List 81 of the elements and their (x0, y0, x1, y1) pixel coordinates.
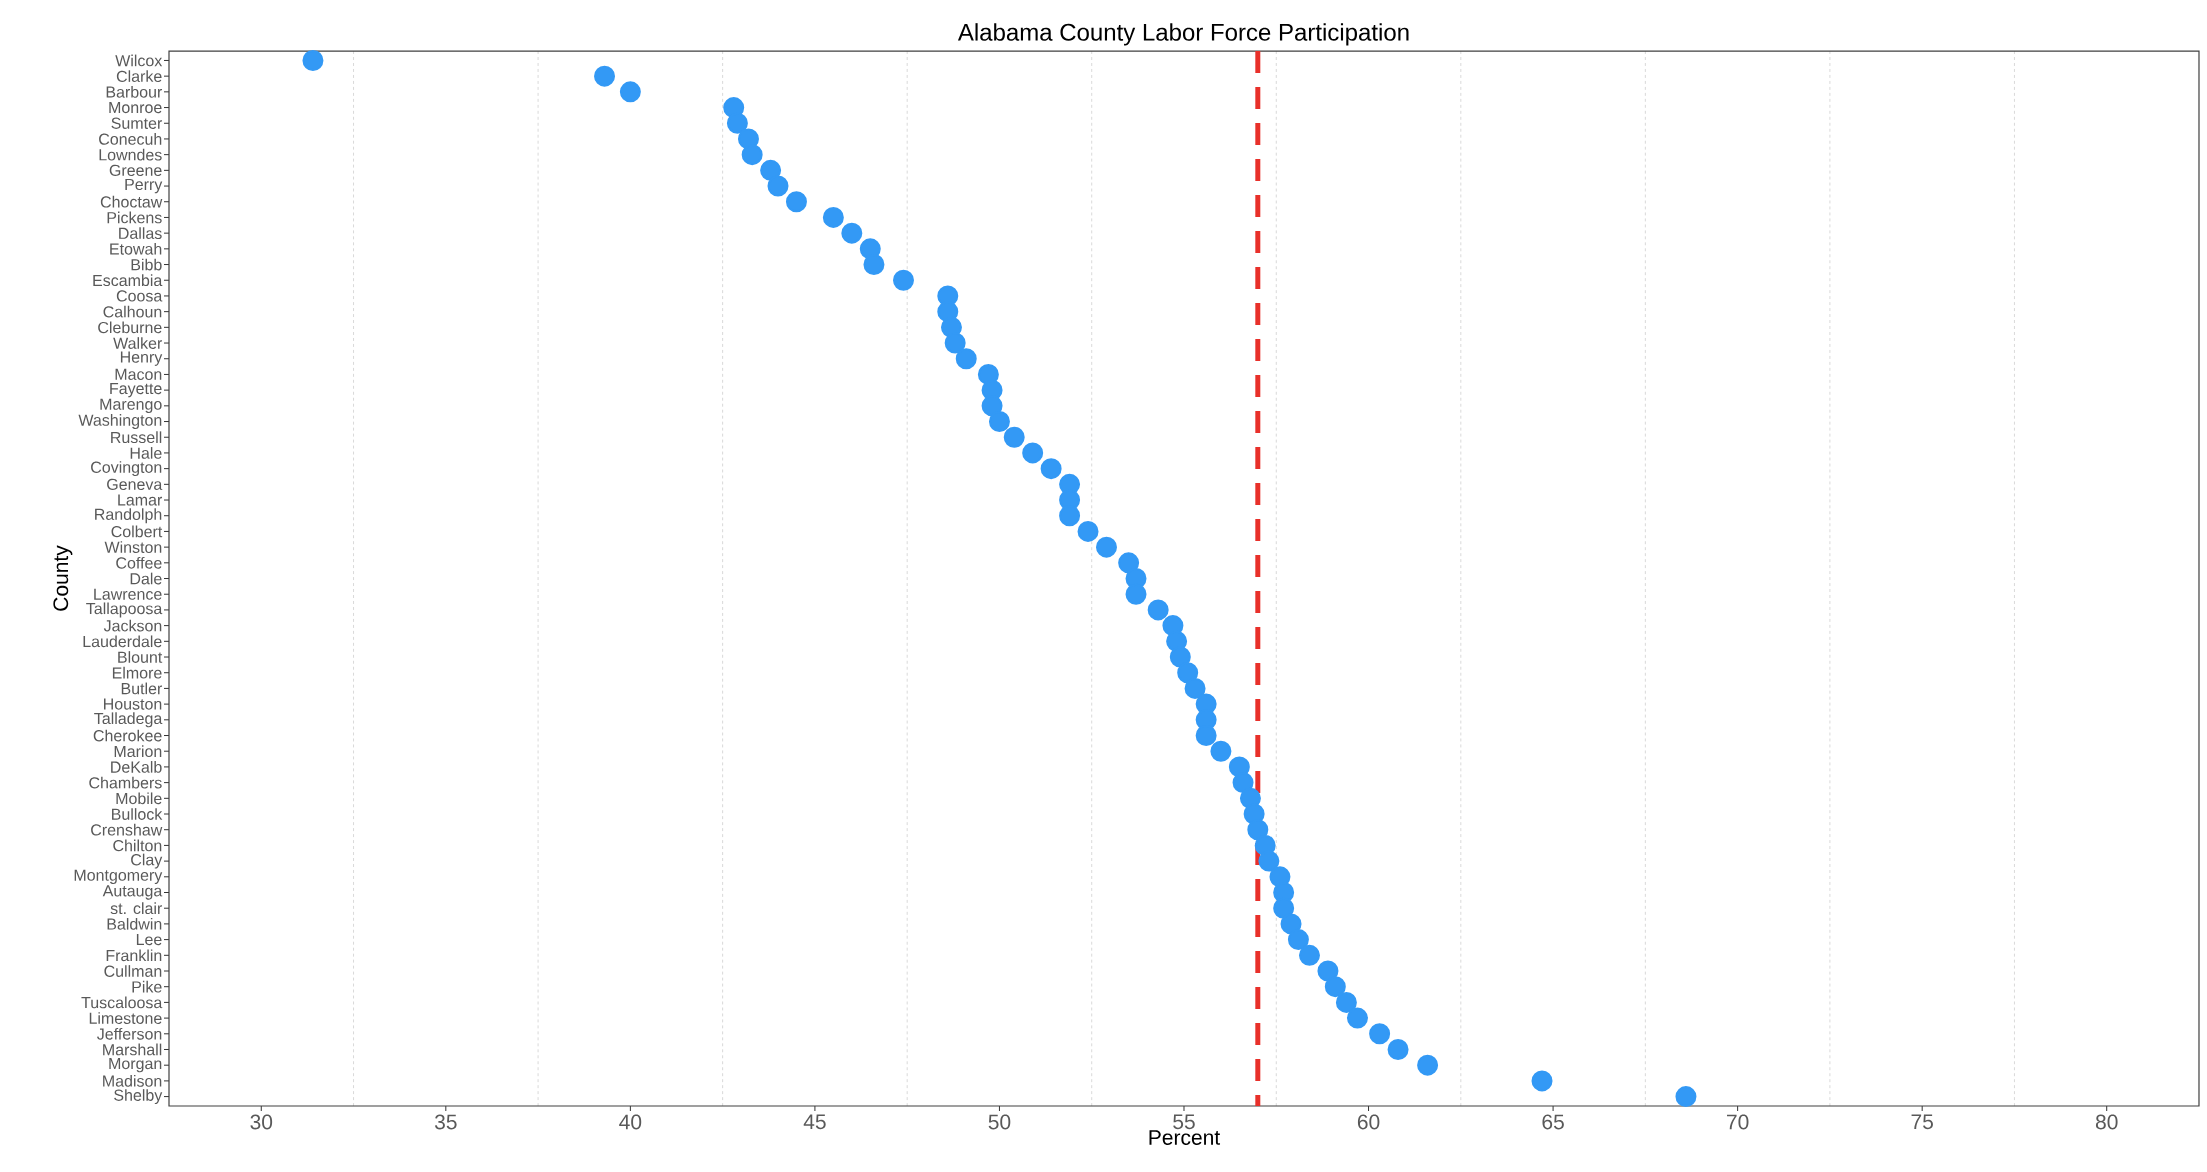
chart-title: Alabama County Labor Force Participation (957, 23, 1409, 46)
y-tick-label: Winston (104, 541, 162, 553)
y-tick-label: st. clair (110, 902, 163, 915)
y-tick-label: Jefferson (97, 1027, 162, 1040)
y-tick-label: Blount (118, 651, 163, 663)
y-tick-label: Geneva (107, 478, 163, 490)
y-tick-label: Escambia (93, 274, 163, 287)
x-tick-label: 75 (1911, 1114, 1933, 1130)
y-tick-label: Cullman (104, 965, 162, 977)
y-tick-label: Lowndes (99, 148, 162, 161)
y-tick-label: Washington (78, 414, 162, 429)
x-axis-title: Percent (1149, 1130, 1221, 1145)
y-tick-label: Chilton (113, 839, 162, 852)
y-tick-label: Tuscaloosa (81, 996, 163, 1009)
x-tick-label: 55 (1173, 1114, 1195, 1130)
y-tick-label: Randolph (95, 508, 162, 524)
y-tick-label: Wilcox (115, 54, 163, 67)
y-tick-label: Marshall (103, 1043, 162, 1056)
y-tick-label: Clarke (116, 70, 162, 83)
y-tick-label: Madison (103, 1075, 162, 1087)
y-tick-label: Hale (130, 447, 162, 459)
x-tick-label: 70 (1727, 1114, 1749, 1130)
y-tick-label: Henry (120, 351, 163, 366)
y-tick-label: Montgomery (74, 869, 163, 884)
y-tick-label: Lawrence (94, 588, 162, 600)
y-tick-label: Covington (91, 461, 162, 477)
y-tick-label: Perry (125, 178, 163, 194)
y-tick-label: Lamar (118, 494, 163, 506)
y-tick-label: Dale (130, 572, 162, 585)
y-tick-label: Pike (132, 980, 162, 993)
x-tick-label: 30 (250, 1114, 273, 1130)
y-tick-label: Bibb (131, 258, 162, 271)
x-tick-label: 65 (1542, 1114, 1564, 1130)
y-tick-label: Tallapoosa (86, 602, 163, 618)
y-tick-label: Jackson (103, 619, 162, 632)
y-tick-label: Conecuh (99, 133, 162, 145)
y-tick-label: Fayette (110, 382, 162, 398)
y-tick-label: Talladega (94, 712, 163, 728)
y-tick-label: Colbert (111, 525, 163, 538)
y-tick-label: Coosa (116, 290, 163, 302)
y-tick-label: Crenshaw (91, 823, 163, 836)
x-tick-label: 50 (988, 1114, 1011, 1130)
y-tick-label: Greene (109, 164, 162, 177)
y-tick-label: Monroe (109, 101, 162, 114)
x-tick-label: 80 (2095, 1114, 2118, 1130)
y-tick-label: Marengo (100, 398, 162, 414)
y-tick-label: Sumter (111, 117, 163, 129)
y-tick-label: Marion (114, 745, 162, 758)
y-tick-label: Lee (136, 934, 162, 946)
y-tick-label: Bullock (112, 808, 163, 820)
y-tick-label: Baldwin (107, 918, 162, 930)
y-tick-label: Elmore (112, 666, 162, 679)
x-tick-label: 45 (803, 1114, 826, 1130)
y-tick-label: Limestone (89, 1012, 162, 1024)
y-tick-label: Pickens (107, 211, 162, 224)
y-tick-label: Mobile (116, 792, 162, 805)
y-tick-label: Cherokee (93, 729, 162, 742)
y-tick-label: Dallas (119, 227, 162, 240)
y-tick-label: Morgan (109, 1058, 162, 1073)
y-tick-label: Russell (111, 431, 162, 444)
y-tick-label: Macon (115, 368, 162, 381)
y-tick-label: Cleburne (98, 321, 162, 334)
y-tick-label: Choctaw (100, 195, 163, 208)
y-tick-label: Etowah (110, 242, 162, 255)
y-tick-label: Autauga (102, 885, 163, 900)
x-tick-label: 40 (619, 1114, 642, 1130)
y-tick-label: Clay (131, 853, 163, 869)
y-tick-label: Houston (104, 698, 162, 710)
y-tick-label: Shelby (114, 1089, 163, 1105)
y-tick-label: Lauderdale (83, 635, 162, 648)
x-tick-label: 35 (434, 1114, 457, 1130)
y-tick-label: Walker (113, 337, 163, 349)
x-tick-label: 60 (1357, 1114, 1380, 1130)
y-tick-label: DeKalb (111, 761, 162, 773)
y-tick-label: Coffee (116, 556, 162, 569)
y-tick-label: Chambers (89, 776, 162, 789)
y-tick-label: Franklin (106, 949, 162, 962)
y-tick-label: Calhoun (103, 305, 162, 318)
y-tick-label: Barbour (106, 85, 163, 98)
y-axis-title: County (53, 545, 73, 611)
y-tick-label: Butler (121, 682, 163, 695)
